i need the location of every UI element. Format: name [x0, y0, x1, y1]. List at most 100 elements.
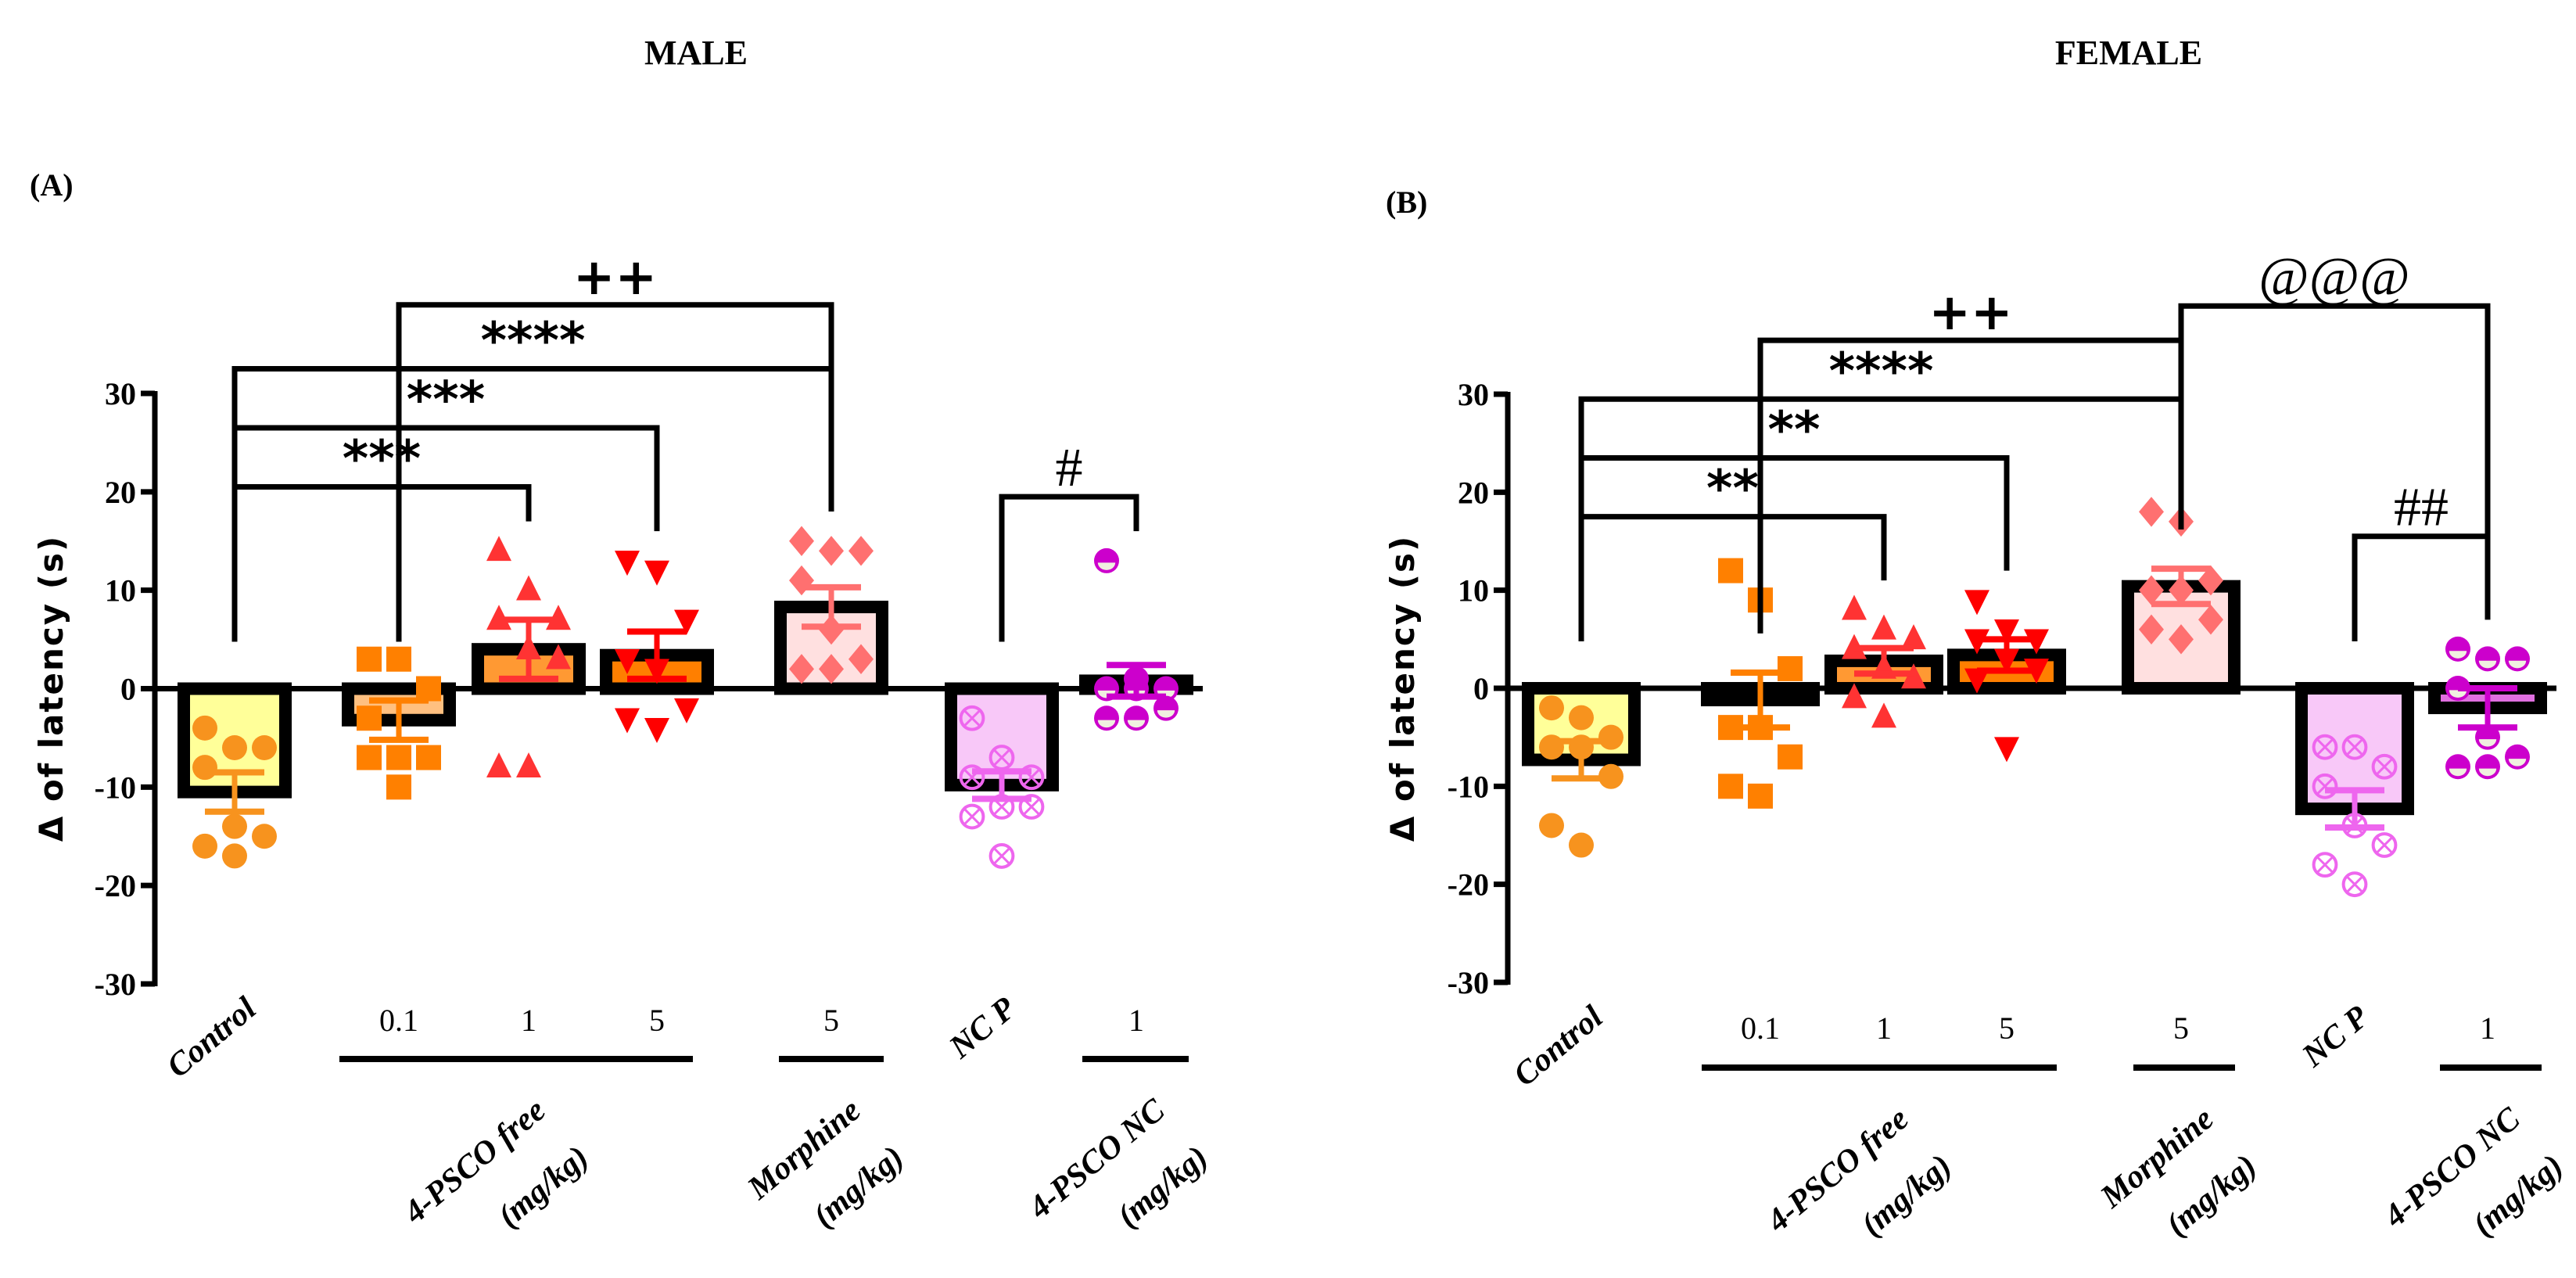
data-point-circle-cross	[2312, 734, 2338, 760]
bracket-line	[396, 302, 834, 642]
data-point-square	[416, 676, 441, 702]
data-point-circle-cross	[2341, 734, 2368, 760]
data-point-triangle-up	[1871, 702, 1896, 728]
data-point-triangle-up	[516, 575, 541, 601]
data-point-half-circle	[1094, 705, 1119, 731]
marker-cross	[2316, 738, 2334, 756]
data-point-circle-cross	[959, 803, 985, 830]
category-label-control: Control	[1507, 999, 1610, 1093]
marker-half	[1127, 720, 1146, 728]
data-point-half-circle	[1094, 547, 1119, 573]
marker-cross	[963, 808, 981, 825]
marker-half	[2449, 690, 2467, 698]
data-point-triangle-down	[644, 560, 669, 586]
marker-half	[2449, 651, 2467, 659]
marker-half	[2478, 768, 2497, 777]
marker-cross	[2316, 856, 2334, 874]
data-point-triangle-up	[1842, 594, 1867, 620]
data-point-half-circle	[2475, 724, 2500, 750]
data-point-triangle-up	[1901, 624, 1926, 650]
data-point-square	[386, 774, 411, 800]
data-point-circle-cross	[2341, 871, 2368, 898]
significance-bracket: ***	[231, 372, 660, 642]
data-point-circle	[1539, 695, 1564, 721]
data-point-diamond	[789, 565, 814, 596]
marker-ring	[2312, 852, 2338, 878]
marker-half	[1157, 710, 1175, 718]
marker-cross	[2376, 758, 2393, 775]
data-point-triangle-down	[615, 708, 640, 734]
data-point-circle-cross	[2312, 852, 2338, 878]
data-point-square	[357, 705, 382, 731]
data-point-square	[1778, 744, 1803, 770]
data-point-circle	[1569, 705, 1594, 731]
data-point-square	[1748, 783, 1773, 809]
y-tick-label: 30	[105, 376, 136, 411]
data-point-circle	[1539, 813, 1564, 838]
bracket-line	[231, 366, 834, 642]
y-tick-label: -20	[95, 868, 136, 903]
y-tick-label: -30	[95, 967, 136, 1002]
bar-group	[2122, 497, 2241, 695]
y-tick-label: 0	[120, 672, 136, 707]
dose-label: 1	[2480, 1011, 2495, 1046]
y-tick-label: -10	[95, 770, 136, 805]
data-point-half-circle	[1153, 695, 1179, 721]
significance-bracket: ++	[396, 249, 834, 642]
data-point-half-circle	[1124, 705, 1149, 731]
y-tick-label: -20	[1448, 867, 1489, 903]
data-point-triangle-up	[1871, 614, 1896, 640]
data-point-circle-cross	[988, 843, 1015, 869]
y-tick-label: 10	[1458, 573, 1489, 608]
marker-ring	[1018, 764, 1045, 791]
category-label-ncp: NC P	[942, 990, 1023, 1066]
dose-label: 0.1	[1741, 1011, 1780, 1046]
bracket-line	[1757, 337, 2184, 634]
significance-label: ***	[343, 431, 421, 489]
data-point-half-circle	[2505, 744, 2530, 770]
data-point-circle	[192, 755, 217, 781]
data-point-triangle-down	[674, 609, 699, 635]
bar-group	[178, 682, 292, 869]
data-point-triangle-down	[1994, 737, 2019, 763]
y-axis-label: Δ of latency (s)	[1383, 535, 1422, 842]
marker-ring	[2341, 734, 2368, 760]
data-point-diamond	[849, 536, 874, 566]
bar-group	[1079, 547, 1193, 731]
bracket-line	[231, 425, 660, 642]
bracket-line	[2178, 303, 2491, 620]
y-tick-label: 0	[1473, 671, 1489, 706]
data-point-half-circle	[2445, 754, 2470, 780]
data-point-diamond	[2198, 565, 2223, 596]
data-point-circle	[222, 735, 247, 760]
marker-half	[2478, 660, 2497, 669]
data-point-half-circle	[2445, 636, 2470, 662]
significance-label: **	[1706, 461, 1759, 519]
data-point-circle	[1598, 724, 1623, 750]
y-axis-label: Δ of latency (s)	[32, 535, 70, 842]
data-point-diamond	[819, 654, 844, 684]
data-point-circle	[192, 715, 217, 741]
marker-cross	[2346, 876, 2363, 893]
data-point-diamond	[2139, 497, 2164, 527]
marker-half	[2508, 660, 2527, 669]
dose-label: 1	[521, 1003, 536, 1038]
significance-label: #	[1056, 438, 1083, 498]
data-point-square	[357, 745, 382, 770]
marker-ring	[1018, 794, 1045, 820]
dose-label: 5	[649, 1003, 665, 1038]
panel-title: MALE	[644, 34, 748, 72]
marker-cross	[2346, 738, 2363, 756]
data-point-circle	[222, 843, 247, 869]
marker-half	[2449, 768, 2467, 777]
panel-label: (B)	[1386, 185, 1427, 220]
significance-label: ##	[2394, 478, 2449, 538]
y-tick-label: 30	[1458, 377, 1489, 412]
bar-group	[342, 646, 456, 800]
marker-cross	[2376, 836, 2393, 854]
bracket-line	[1578, 454, 2010, 641]
data-point-diamond	[789, 654, 814, 684]
data-point-circle	[222, 813, 247, 839]
significance-label: ****	[481, 313, 586, 371]
marker-ring	[2341, 871, 2368, 898]
